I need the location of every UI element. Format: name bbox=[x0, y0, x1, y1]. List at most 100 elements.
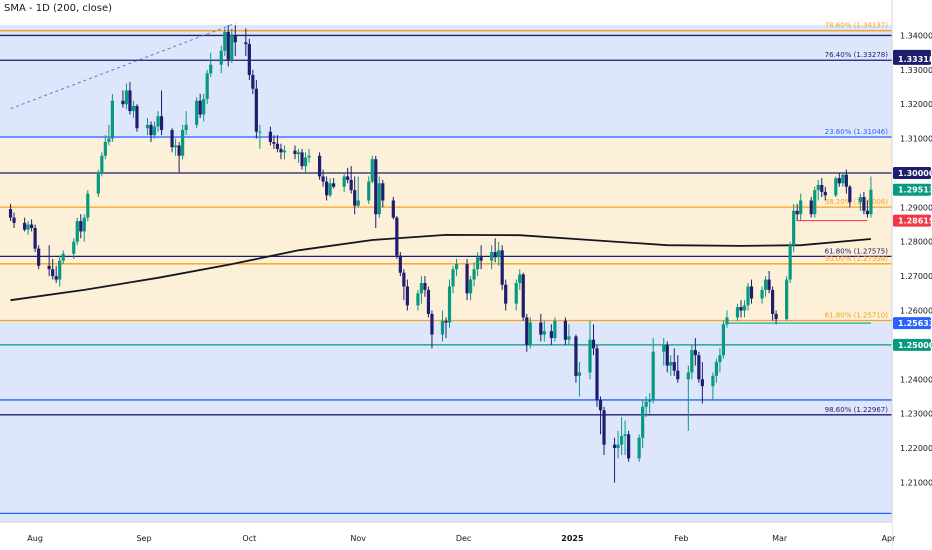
candle bbox=[697, 351, 701, 383]
time-tick-label: Dec bbox=[456, 534, 471, 543]
sma-layer bbox=[10, 233, 871, 302]
candle bbox=[539, 313, 543, 342]
candle-body bbox=[209, 64, 213, 74]
candle-body bbox=[395, 217, 399, 256]
candle bbox=[26, 221, 30, 235]
candle-body bbox=[525, 317, 529, 345]
price-label-tag: 1.30000 bbox=[893, 166, 932, 179]
candle bbox=[760, 286, 764, 304]
candle-body bbox=[735, 307, 740, 318]
candle-body bbox=[598, 399, 603, 411]
candle-body bbox=[195, 100, 199, 125]
candle bbox=[595, 344, 599, 407]
candle-body bbox=[8, 209, 13, 218]
candle bbox=[159, 90, 164, 136]
candle bbox=[296, 148, 301, 163]
candle bbox=[493, 238, 497, 263]
candle bbox=[497, 241, 501, 266]
price-label-tag: 1.29513 bbox=[893, 183, 932, 196]
candle bbox=[419, 276, 424, 304]
candle-body bbox=[321, 176, 325, 182]
candle-body bbox=[145, 124, 150, 129]
candle bbox=[96, 169, 100, 198]
candle bbox=[700, 362, 704, 404]
trendline bbox=[10, 22, 236, 110]
candle bbox=[198, 93, 202, 118]
candle bbox=[440, 310, 445, 342]
candle bbox=[598, 396, 603, 435]
candle-body bbox=[809, 200, 813, 215]
price-label-text: 1.25000 bbox=[898, 341, 932, 350]
price-label-bg bbox=[893, 166, 931, 179]
candle-body bbox=[837, 178, 841, 184]
candle bbox=[816, 179, 820, 201]
indicator-legend[interactable]: SMA - 1D (200, close) bbox=[4, 3, 113, 14]
candle-body bbox=[862, 197, 866, 211]
price-tick-label: 1.26000 bbox=[900, 307, 932, 316]
candle bbox=[22, 217, 27, 232]
candle-body bbox=[823, 191, 827, 196]
price-label-text: 1.29513 bbox=[898, 186, 932, 195]
candle-body bbox=[697, 355, 701, 380]
candle bbox=[739, 300, 743, 318]
candle-body bbox=[419, 283, 424, 294]
candle-body bbox=[476, 257, 480, 270]
candle bbox=[303, 152, 308, 173]
price-label-tag: 1.33318 bbox=[893, 52, 932, 65]
candle-body bbox=[539, 322, 543, 335]
candle-body bbox=[110, 100, 114, 139]
price-axis: 1.21000 1.22000 1.23000 1.24000 1.25000 1.260… bbox=[891, 0, 932, 550]
price-label-bg bbox=[893, 214, 931, 227]
candle-body bbox=[58, 260, 62, 280]
candle-body bbox=[648, 399, 652, 402]
candle-body bbox=[205, 73, 209, 100]
candle bbox=[54, 265, 58, 284]
candle-body bbox=[75, 221, 79, 242]
price-tick-label: 1.32000 bbox=[900, 100, 932, 109]
candle bbox=[837, 172, 841, 187]
candle-body bbox=[567, 336, 571, 340]
candle bbox=[184, 111, 188, 136]
price-label-text: 1.25633 bbox=[898, 319, 932, 328]
candle-body bbox=[370, 159, 374, 182]
candle-body bbox=[591, 339, 596, 349]
candle-body bbox=[405, 286, 409, 306]
candle-body bbox=[770, 289, 775, 314]
candle bbox=[619, 417, 624, 455]
price-label-text: 1.30000 bbox=[898, 169, 932, 178]
candle-body bbox=[272, 142, 276, 144]
candle-body bbox=[254, 88, 258, 132]
candle-body bbox=[184, 124, 188, 130]
candle-body bbox=[219, 50, 223, 65]
candle-body bbox=[342, 176, 346, 187]
candle bbox=[479, 245, 483, 270]
candle bbox=[834, 176, 838, 198]
candle bbox=[370, 155, 374, 184]
price-label-text: 1.28615 bbox=[898, 217, 932, 226]
candle-body bbox=[841, 174, 845, 184]
candle-body bbox=[177, 145, 181, 156]
candle-body bbox=[490, 252, 494, 261]
candle-body bbox=[725, 317, 729, 325]
candle bbox=[82, 214, 86, 242]
candle-layer bbox=[8, 25, 873, 483]
candle-body bbox=[612, 444, 617, 449]
candle-body bbox=[26, 224, 30, 230]
candle-body bbox=[518, 274, 522, 284]
candle-body bbox=[742, 305, 747, 311]
candle-body bbox=[563, 320, 568, 340]
candle bbox=[145, 117, 150, 136]
candle bbox=[763, 276, 768, 297]
candle bbox=[858, 193, 862, 211]
candle-body bbox=[739, 307, 743, 311]
price-label-bg bbox=[893, 317, 931, 330]
candle bbox=[402, 269, 406, 301]
level-label: 98.60% (1.22967) bbox=[825, 406, 889, 414]
candle bbox=[525, 313, 529, 352]
candle bbox=[820, 178, 824, 198]
candle-body bbox=[107, 138, 111, 143]
candle-body bbox=[86, 193, 90, 218]
candle-body bbox=[623, 434, 627, 437]
candle-body bbox=[451, 269, 455, 287]
